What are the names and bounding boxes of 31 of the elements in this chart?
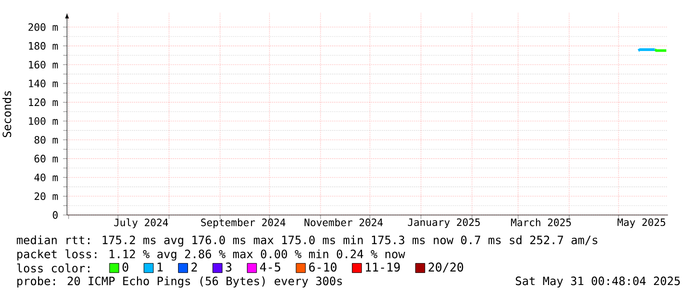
legend-label: 11-19 [366, 262, 400, 272]
legend-label: 0 [122, 262, 128, 272]
y-axis-title: Seconds [2, 91, 12, 138]
y-tick-label: 160 m [29, 60, 58, 69]
legend-label: 2 [192, 262, 197, 272]
text: packet loss: 1.12 % avg 2.86 % max 0.00 % min 0.24 % now [17, 249, 406, 261]
legend-label: 1 [158, 262, 163, 272]
legend-label: 6-10 [309, 262, 336, 272]
y-tick-label: 0 [52, 211, 58, 219]
x-tick-label: May 2025 [618, 218, 666, 228]
y-tick-label: 40 m [34, 174, 58, 182]
legend-label: 20/20 [428, 262, 464, 273]
y-tick-label: 60 m [34, 154, 58, 162]
y-tick-label: 180 m [29, 42, 58, 50]
x-tick-label: January 2025 [408, 218, 480, 228]
y-tick-label: 100 m [29, 117, 58, 125]
y-tick-label: 200 m [28, 23, 58, 31]
y-tick-label: 80 m [34, 136, 58, 144]
legend-label: 4-5 [260, 262, 280, 272]
y-tick-label: 140 m [29, 80, 58, 88]
x-tick-label: July 2024 [114, 218, 168, 228]
x-tick-label: March 2025 [511, 218, 571, 226]
x-tick-label: November 2024 [304, 218, 383, 226]
text: Sat May 31 00:48:04 2025 [516, 276, 680, 288]
x-tick-label: September 2024 [201, 218, 286, 228]
text: median rtt: 175.2 ms avg 176.0 ms max 175.0 ms min 175.3 ms now 0.7 ms sd 252.7 am/s [16, 235, 598, 247]
legend-title: loss color: [17, 264, 90, 272]
y-tick-label: 120 m [29, 98, 58, 106]
y-tick-label: 20 m [34, 192, 58, 200]
text: probe: 20 ICMP Echo Pings (56 Bytes) every 300s [17, 276, 342, 288]
legend-label: 3 [226, 262, 232, 272]
